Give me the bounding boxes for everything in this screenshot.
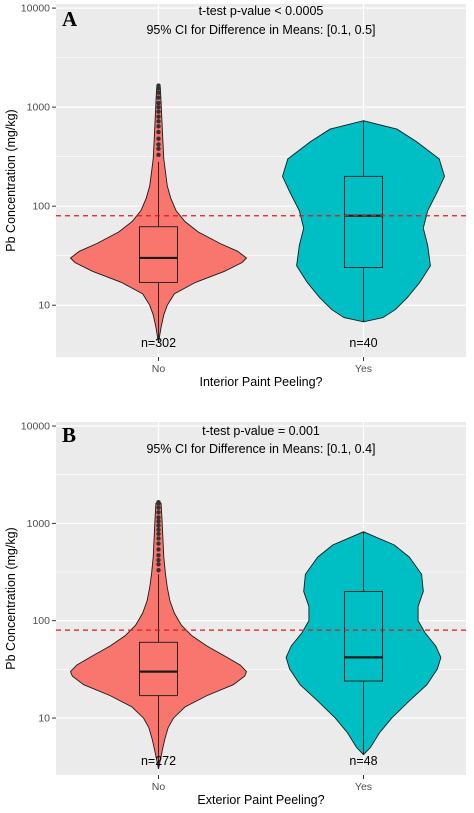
outlier-point <box>156 136 161 141</box>
outlier-point <box>156 531 161 537</box>
outlier-point <box>156 562 161 567</box>
violin-plot-b: n=272 n=48 t-test p-value = 0.001 95% CI… <box>4 421 466 807</box>
outlier-point <box>156 536 161 541</box>
outlier-point <box>156 152 161 158</box>
violins <box>69 83 445 343</box>
outlier-point <box>156 146 161 151</box>
outlier-point <box>156 500 161 505</box>
y-axis-label: Pb Concentration (mg/kg) <box>4 527 18 669</box>
box-no <box>139 226 178 283</box>
x-axis-ticks: No Yes <box>152 357 372 375</box>
outlier-point <box>156 109 161 114</box>
panel-label: A <box>62 7 78 31</box>
count-label-yes: n=48 <box>349 754 377 768</box>
outlier-point <box>156 515 161 520</box>
box-no <box>139 641 178 697</box>
y-tick-label: 10000 <box>21 3 50 15</box>
outlier-point <box>156 519 161 524</box>
chart-panel-b: n=272 n=48 t-test p-value = 0.001 95% CI… <box>0 418 474 808</box>
outlier-point <box>156 510 161 515</box>
annotation-line-2: 95% CI for Difference in Means: [0.1, 0.… <box>146 23 375 37</box>
y-axis-ticks: 10 100 1000 10000 <box>21 3 56 312</box>
annotation-line-1: t-test p-value = 0.001 <box>202 424 320 438</box>
y-tick-label: 100 <box>32 201 50 213</box>
outlier-point <box>156 527 161 532</box>
y-tick-label: 10 <box>38 713 50 725</box>
y-tick-label: 1000 <box>27 518 51 530</box>
y-tick-label: 10 <box>38 300 50 312</box>
outlier-point <box>156 100 161 106</box>
outlier-point <box>156 95 161 100</box>
x-axis-label: Exterior Paint Peeling? <box>197 793 324 807</box>
y-tick-label: 1000 <box>27 102 51 114</box>
y-axis-label: Pb Concentration (mg/kg) <box>4 109 18 251</box>
outlier-point <box>156 547 161 552</box>
count-label-no: n=302 <box>141 336 176 350</box>
outlier-point <box>156 114 161 119</box>
y-axis-ticks: 10 100 1000 10000 <box>21 421 56 725</box>
y-tick-label: 10000 <box>21 421 50 433</box>
count-label-no: n=272 <box>141 754 176 768</box>
grid <box>56 4 466 357</box>
count-label-yes: n=40 <box>349 336 377 350</box>
outlier-point <box>156 523 161 528</box>
x-axis-label: Interior Paint Peeling? <box>200 375 323 389</box>
count-labels: n=302 n=40 <box>141 336 378 350</box>
annotation-line-1: t-test p-value < 0.0005 <box>199 4 324 18</box>
box-yes <box>344 590 383 682</box>
box-yes <box>344 175 383 269</box>
x-tick-label-no: No <box>152 363 166 375</box>
outlier-point <box>156 119 161 124</box>
outlier-point <box>156 124 161 129</box>
y-tick-label: 100 <box>32 615 50 627</box>
outlier-point <box>156 104 161 110</box>
outlier-point <box>156 541 161 546</box>
x-axis-ticks: No Yes <box>152 775 372 793</box>
outlier-point <box>156 129 161 135</box>
outlier-point <box>156 142 161 147</box>
annotation-line-2: 95% CI for Difference in Means: [0.1, 0.… <box>146 442 375 456</box>
count-labels: n=272 n=48 <box>141 754 378 768</box>
outlier-point <box>156 553 161 558</box>
outlier-point <box>156 568 161 573</box>
outlier-point <box>156 505 161 510</box>
x-tick-label-no: No <box>152 781 166 793</box>
x-tick-label-yes: Yes <box>355 781 372 793</box>
outlier-point <box>156 90 161 95</box>
panel-label: B <box>62 423 76 447</box>
chart-panel-a: n=302 n=40 t-test p-value < 0.0005 95% C… <box>0 0 474 404</box>
violin-plot-a: n=302 n=40 t-test p-value < 0.0005 95% C… <box>4 3 466 389</box>
outlier-point <box>156 83 161 88</box>
violins <box>69 500 442 770</box>
x-tick-label-yes: Yes <box>355 363 372 375</box>
outlier-point <box>156 557 161 563</box>
